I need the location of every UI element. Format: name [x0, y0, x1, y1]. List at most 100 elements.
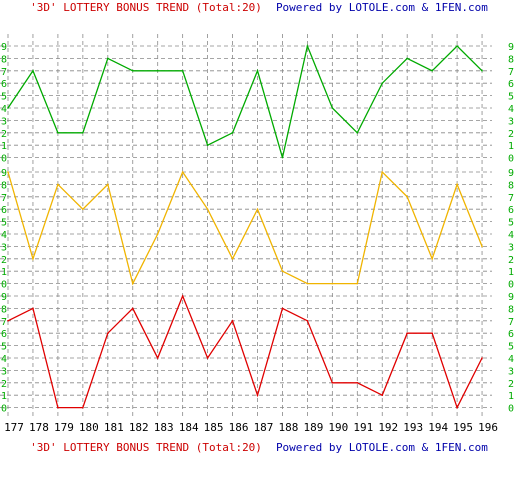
data-point	[206, 144, 209, 146]
x-tick-label: 178	[29, 421, 49, 434]
data-point	[82, 132, 84, 134]
y-tick-label-right: 0	[508, 154, 514, 165]
data-point	[381, 171, 384, 173]
y-tick-label-right: 2	[508, 255, 514, 266]
y-tick-label-right: 8	[508, 54, 514, 65]
y-tick-label-right: 4	[508, 104, 514, 115]
y-tick-label-left: 1	[1, 391, 7, 402]
data-point	[7, 320, 9, 322]
y-tick-label-right: 6	[508, 205, 514, 216]
data-point	[406, 57, 409, 60]
y-tick-label-left: 6	[1, 79, 7, 90]
y-tick-label-left: 2	[1, 379, 7, 390]
trend-panel: 0 01 12 23 34 45 56 67 78 89 9	[0, 168, 514, 291]
y-tick-label-left: 6	[1, 205, 7, 216]
data-point	[356, 382, 359, 384]
y-tick-label-left: 5	[1, 342, 7, 353]
data-point	[156, 70, 159, 72]
series-line	[7, 43, 483, 158]
data-point	[181, 171, 184, 173]
y-tick-label-right: 7	[508, 67, 514, 78]
data-point	[181, 70, 184, 72]
data-point	[206, 208, 209, 210]
x-tick-label: 185	[204, 421, 224, 434]
y-tick-label-left: 0	[1, 280, 7, 291]
data-point	[181, 295, 184, 297]
data-point	[82, 208, 84, 210]
y-tick-label-right: 1	[508, 141, 514, 152]
data-point	[57, 183, 59, 186]
x-tick-label: 179	[54, 421, 74, 434]
x-tick-label: 188	[279, 421, 299, 434]
x-tick-label: 192	[378, 421, 398, 434]
data-point	[381, 394, 384, 397]
data-point	[306, 320, 309, 322]
data-point	[331, 282, 334, 285]
y-tick-label-left: 5	[1, 92, 7, 103]
y-tick-label-right: 9	[508, 292, 514, 303]
y-tick-label-right: 0	[508, 280, 514, 291]
y-tick-label-left: 9	[1, 168, 7, 179]
header-title: '3D' LOTTERY BONUS TREND (Total:20)	[30, 1, 262, 14]
y-tick-label-right: 8	[508, 304, 514, 315]
y-tick-label-left: 4	[1, 230, 7, 241]
header-powered-by: Powered by LOTOLE.com & 1FEN.com	[276, 1, 488, 14]
data-point	[57, 132, 59, 134]
data-point	[206, 357, 209, 359]
trend-panel: 0 01 12 23 34 45 56 67 78 89 9	[0, 292, 514, 415]
y-tick-label-right: 7	[508, 317, 514, 328]
data-point	[381, 82, 384, 84]
x-tick-label: 193	[403, 421, 423, 434]
y-tick-label-right: 6	[508, 79, 514, 90]
y-tick-label-left: 3	[1, 366, 7, 377]
data-point	[481, 245, 483, 248]
data-point	[306, 282, 309, 285]
y-tick-label-right: 1	[508, 267, 514, 278]
y-tick-label-right: 0	[508, 404, 514, 415]
y-tick-label-left: 6	[1, 329, 7, 340]
data-point	[456, 406, 458, 409]
data-point	[356, 282, 359, 285]
x-tick-label: 196	[478, 421, 498, 434]
data-point	[406, 332, 409, 335]
data-point	[406, 196, 409, 198]
y-tick-label-right: 2	[508, 379, 514, 390]
data-point	[7, 107, 9, 109]
chart-header: '3D' LOTTERY BONUS TREND (Total:20) Power…	[30, 1, 488, 14]
data-point	[231, 132, 234, 134]
x-tick-label: 189	[303, 421, 323, 434]
y-tick-label-left: 0	[1, 404, 7, 415]
y-tick-label-right: 9	[508, 42, 514, 53]
x-tick-label: 191	[353, 421, 373, 434]
y-tick-label-left: 8	[1, 304, 7, 315]
data-point	[156, 357, 159, 359]
y-tick-label-right: 2	[508, 129, 514, 140]
y-tick-label-left: 0	[1, 154, 7, 165]
y-tick-label-left: 9	[1, 292, 7, 303]
y-tick-label-right: 9	[508, 168, 514, 179]
data-point	[7, 171, 9, 173]
data-point	[231, 320, 234, 322]
data-point	[32, 70, 34, 72]
y-tick-label-left: 7	[1, 67, 7, 78]
y-tick-label-left: 3	[1, 242, 7, 253]
y-tick-label-left: 7	[1, 317, 7, 328]
data-point	[131, 307, 134, 310]
x-tick-label: 190	[328, 421, 348, 434]
y-tick-label-left: 4	[1, 104, 7, 115]
x-tick-label: 183	[154, 421, 174, 434]
data-point	[131, 70, 134, 72]
y-tick-label-right: 3	[508, 116, 514, 127]
x-tick-label: 184	[179, 421, 199, 434]
y-tick-label-left: 2	[1, 129, 7, 140]
x-tick-label: 181	[104, 421, 124, 434]
y-tick-label-left: 3	[1, 116, 7, 127]
data-point	[107, 332, 109, 335]
data-point	[156, 233, 159, 235]
footer-powered-by: Powered by LOTOLE.com & 1FEN.com	[276, 441, 488, 454]
y-tick-label-right: 3	[508, 242, 514, 253]
x-tick-label: 177	[4, 421, 24, 434]
x-tick-label: 186	[229, 421, 249, 434]
data-point	[431, 70, 433, 72]
